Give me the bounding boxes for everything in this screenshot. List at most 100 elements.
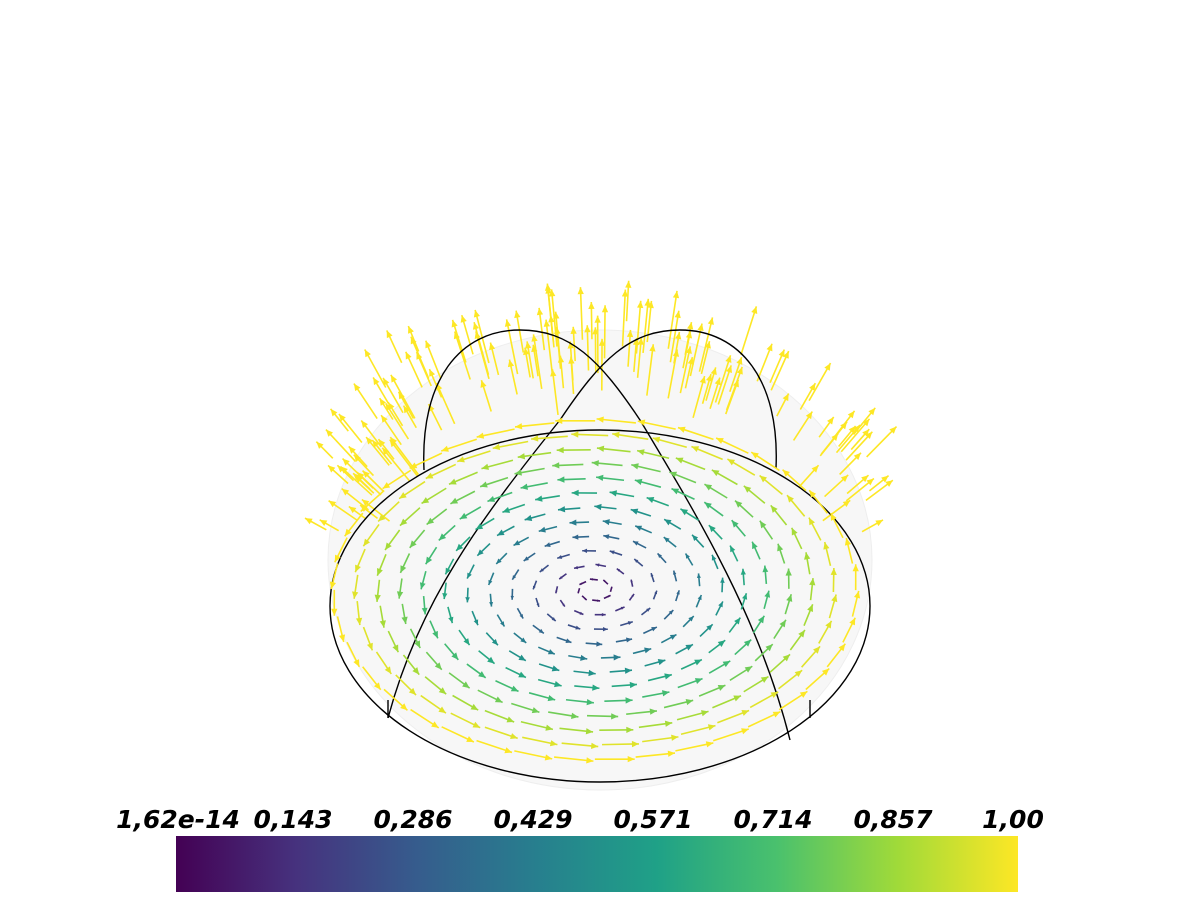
vector-arrow-head [496,558,502,564]
vector-arrow-head [770,691,779,698]
vector-arrow-head [744,666,753,673]
vector-arrow-head [510,733,518,740]
vector-arrow-head [685,346,692,354]
vector-arrow-head [667,750,675,757]
vector-arrow-head [632,541,639,546]
vector-arrow-head [626,329,634,338]
colorbar [176,836,1018,892]
vector-arrow-head [355,564,361,573]
vector-arrow-head [762,565,769,573]
vector-arrow-head [304,518,313,525]
vector-arrow-head [853,590,861,599]
vector-arrow-head [664,519,672,526]
vector-arrow-head [572,534,579,540]
vector-arrow-head [704,484,713,491]
vector-arrow-head [840,421,848,430]
vector-arrow-head [383,377,390,386]
vector-arrow-head [329,581,337,590]
vector-arrow-head [574,565,579,570]
vector-arrow-head [473,309,480,318]
vector-arrow-head [731,520,739,528]
vector-arrow-head [405,351,412,360]
vector-arrow-head [637,300,644,309]
vector-arrow-shaft [473,321,490,375]
vector-arrow-shaft [579,287,584,340]
vector-arrow-head [830,513,837,521]
vector-arrow-head [669,634,677,640]
vector-arrow-head [325,429,333,437]
vector-arrow-head [596,474,604,482]
vector-arrow-head [462,681,470,689]
vector-arrow-head [647,300,654,309]
vector-arrow-head [825,620,832,629]
vector-arrow-head [629,681,637,689]
vector-arrow-head [853,425,860,433]
vector-arrow-head [727,459,736,466]
vector-arrow-head [602,519,610,526]
vector-arrow-head [611,713,619,720]
vector-arrow-head [598,338,606,346]
vector-arrow-head [450,497,459,504]
vector-arrow-shaft [545,319,554,376]
vector-arrow-head [451,652,459,660]
colorbar-tick-label: 0,143 [253,805,332,834]
vector-arrow-head [861,475,869,483]
vector-arrow-shaft [692,375,706,419]
vector-arrow-head [710,367,717,375]
vector-arrow-head [664,673,672,680]
vector-arrow-head [685,644,693,651]
vector-arrow-head [543,319,550,327]
vector-arrow-head [664,720,673,727]
vector-arrow-head [637,419,646,426]
vector-arrow-head [409,462,418,469]
vector-arrow-head [472,721,481,728]
vector-arrow-head [613,654,621,661]
vector-arrow-head [624,667,633,674]
vector-arrow-head [646,497,655,503]
vector-arrow-head [782,393,789,402]
vector-arrow-head [688,616,694,622]
vector-arrow-head [551,665,560,672]
vector-arrow-shaft [353,383,378,419]
vector-arrow-head [765,644,773,652]
vector-arrow-head [595,563,600,567]
vector-arrow-head [396,591,404,599]
vector-arrow-head [438,533,447,541]
vector-arrow-head [807,604,813,612]
vector-arrow-head [378,514,386,522]
vector-arrow-head [853,452,861,460]
vector-arrow-head [663,537,670,543]
vector-arrow-head [603,579,606,583]
vector-arrow-head [377,568,383,576]
vector-arrow-head [588,301,595,310]
vector-arrow-head [475,523,484,530]
vector-arrow-shaft [364,349,387,388]
vector-arrow-head [625,637,633,643]
vector-arrow-head [631,593,635,597]
vector-arrow-head [717,685,726,691]
vector-arrow-head [441,445,449,452]
vector-arrow-head [764,590,771,598]
vector-arrow-head [531,334,538,342]
vector-arrow-head [344,528,352,537]
vector-arrow-head [361,499,370,507]
vector-arrow-head [551,617,556,621]
vector-arrow-head [597,599,601,602]
vector-arrow-head [794,670,803,678]
vector-arrow-head [334,554,341,563]
vector-arrow-head [707,724,716,731]
vector-arrow-head [425,556,433,565]
vector-arrow-head [544,283,552,291]
vector-arrow-head [766,343,773,352]
colorbar-tick-label: 0,857 [853,805,933,834]
vector-arrow-head [538,526,546,533]
vector-arrow-head [386,330,393,339]
vector-arrow-head [544,542,551,547]
vector-arrow-head [390,374,398,383]
vector-arrow-head [594,315,601,323]
vector-arrow-head [630,579,633,583]
vector-arrow-shaft [808,362,832,402]
vector-arrow-head [363,538,371,547]
vector-arrow-head [555,590,558,594]
vector-arrow-head [823,542,830,550]
